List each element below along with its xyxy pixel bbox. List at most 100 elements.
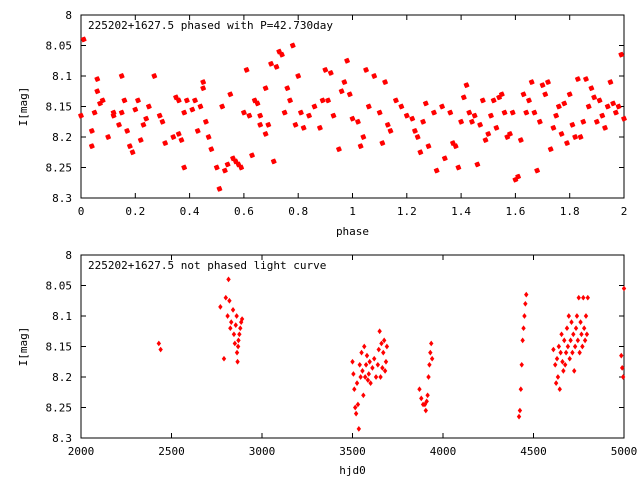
data-point (420, 118, 427, 125)
data-point (88, 127, 95, 134)
data-point (357, 361, 362, 368)
y-tick-label: 8.2 (52, 131, 72, 144)
data-point (553, 380, 559, 386)
data-point (235, 358, 240, 365)
data-point (354, 118, 361, 125)
plot-frame (80, 14, 625, 199)
data-point (270, 158, 277, 165)
data-point (482, 137, 489, 144)
data-point (175, 130, 182, 137)
data-point (354, 380, 360, 386)
data-point (547, 146, 554, 153)
data-point (531, 109, 538, 116)
data-point (588, 85, 595, 92)
data-point (559, 331, 564, 338)
plot-frame (80, 254, 625, 439)
data-point (523, 300, 528, 307)
data-point (522, 313, 527, 319)
data-point (129, 149, 136, 156)
data-point (558, 130, 565, 137)
data-point (284, 85, 291, 92)
y-tick-label: 8.25 (46, 402, 73, 415)
y-axis-title: I[mag] (17, 327, 30, 367)
data-point (558, 349, 563, 356)
data-point (240, 109, 247, 116)
data-point (371, 73, 378, 79)
x-tick-label: 2 (621, 205, 628, 218)
data-point (355, 401, 361, 408)
data-point (455, 164, 462, 171)
data-point (225, 313, 230, 319)
data-point (566, 313, 571, 319)
data-point (370, 364, 375, 371)
data-point (262, 130, 269, 137)
x-axis-title: hjd0 (339, 464, 366, 477)
data-point (192, 97, 198, 104)
data-point (426, 374, 431, 380)
data-point (230, 307, 236, 313)
data-point (382, 368, 388, 374)
data-point (585, 294, 590, 301)
data-point (384, 121, 391, 128)
data-point (536, 118, 543, 125)
data-point (281, 109, 288, 116)
y-tick-label: 8.05 (46, 280, 73, 293)
data-point (239, 316, 245, 322)
data-point (427, 361, 432, 368)
data-point (485, 130, 492, 137)
data-point (398, 103, 405, 110)
data-point (219, 103, 226, 110)
data-point (238, 164, 245, 171)
data-point (498, 91, 505, 98)
data-point (583, 76, 589, 83)
data-point (581, 294, 586, 301)
data-point (359, 349, 364, 356)
data-point (218, 303, 223, 310)
data-point (257, 121, 264, 128)
data-point (551, 346, 556, 353)
data-point (360, 368, 365, 374)
data-point (311, 103, 318, 110)
data-point (557, 386, 562, 393)
data-point (621, 285, 627, 292)
data-point (469, 118, 475, 125)
data-point (231, 331, 237, 338)
data-point (553, 112, 560, 119)
data-point (379, 340, 384, 347)
data-point (562, 361, 568, 368)
data-point (493, 124, 500, 131)
data-point (249, 152, 255, 159)
data-point (380, 364, 385, 371)
data-point (356, 425, 362, 432)
data-point (381, 337, 387, 344)
data-point (556, 343, 562, 350)
data-point (335, 146, 342, 153)
data-point (425, 143, 432, 150)
data-point (224, 161, 231, 168)
data-point (580, 118, 587, 125)
data-point (524, 291, 529, 298)
data-point (110, 112, 117, 119)
data-point (582, 337, 588, 344)
data-point (151, 73, 158, 79)
data-point (458, 118, 465, 125)
data-point (422, 401, 428, 408)
data-point (477, 121, 484, 128)
data-point (94, 76, 101, 83)
data-point (585, 103, 592, 110)
data-point (365, 377, 371, 383)
data-point (319, 97, 326, 104)
data-point (208, 146, 215, 153)
data-point (596, 97, 603, 104)
data-point (581, 325, 587, 332)
data-point (572, 134, 579, 140)
data-point (474, 161, 481, 168)
data-point (569, 319, 574, 325)
data-point (569, 121, 576, 128)
data-point (289, 42, 296, 49)
data-point (615, 103, 622, 110)
data-point (568, 337, 573, 344)
data-point (189, 106, 196, 113)
phased-light-curve-panel: 0 0.2 0.4 0.6 0.8 1 1.2 1.4 1.6 1.8 2 8 8.05 8.1 8.15 8… (17, 9, 627, 238)
